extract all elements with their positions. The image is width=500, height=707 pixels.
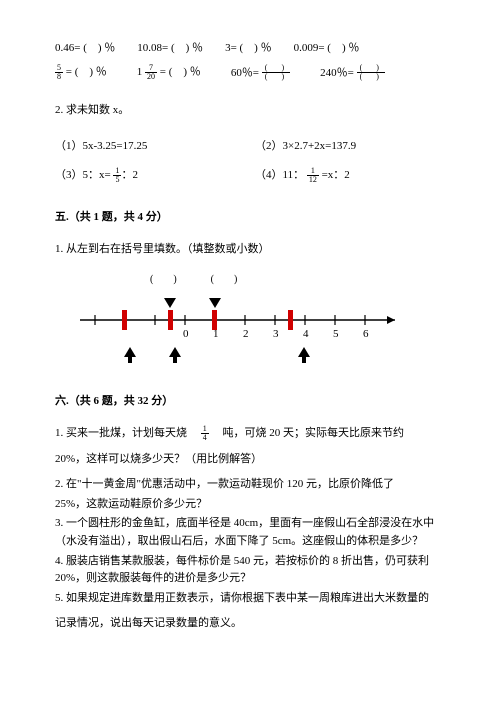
eq3: （3）5：x= 1 5 ：2 bbox=[55, 167, 245, 185]
s6q1-line2: 20%，这样可以烧多少天？（用比例解答） bbox=[55, 451, 445, 469]
r2c2: 1 7 20 = ( ) ％ bbox=[137, 64, 201, 83]
s6q5-line1: 5. 如果规定进库数量用正数表示，请你根据下表中某一周粮库进出大米数量的 bbox=[55, 590, 445, 608]
blank-frac2: ( ) ( ) bbox=[357, 64, 385, 83]
svg-text:5: 5 bbox=[333, 328, 339, 340]
frac-1-4: 1 4 bbox=[201, 425, 209, 442]
s6q2-line1: 2. 在"十一黄金周"优惠活动中，一款运动鞋现价 120 元，比原价降低了 bbox=[55, 476, 445, 494]
r1c4: 0.009= ( ) ％ bbox=[294, 40, 360, 58]
arrow-bottom-3 bbox=[298, 347, 310, 370]
eq1: （1）5x-3.25=17.25 bbox=[55, 138, 245, 156]
r1c1: 0.46= ( ) ％ bbox=[55, 40, 115, 58]
s6q2-line2: 25%，这款运动鞋原价多少元？ bbox=[55, 496, 445, 514]
svg-text:0: 0 bbox=[183, 328, 189, 340]
s6q1-line1: 1. 买来一批煤，计划每天烧 1 4 吨，可烧 20 天；实际每天比原来节约 bbox=[55, 425, 445, 443]
svg-text:6: 6 bbox=[363, 328, 369, 340]
r2c1: 5 8 = ( ) ％ bbox=[55, 64, 107, 83]
question-2: 2. 求未知数 x。 bbox=[55, 102, 445, 120]
svg-text:1: 1 bbox=[213, 328, 219, 340]
s6q3: 3. 一个圆柱形的金鱼缸，底面半径是 40cm，里面有一座假山石全部浸没在水中（… bbox=[55, 515, 445, 550]
section-6-head: 六.（共 6 题，共 32 分） bbox=[55, 393, 445, 411]
number-line-diagram: ( ) ( ) 0 1 2 3 4 5 6 bbox=[75, 272, 445, 369]
s6q5-line2: 记录情况，说出每天记录数量的意义。 bbox=[55, 615, 445, 633]
frac-7-20: 7 20 bbox=[145, 64, 157, 81]
r2c3: 60％= ( ) ( ) bbox=[231, 64, 290, 83]
svg-text:3: 3 bbox=[273, 328, 279, 340]
section-5-q: 1. 从左到右在括号里填数。（填整数或小数） bbox=[55, 241, 445, 259]
s6q4: 4. 服装店销售某款服装，每件标价是 540 元，若按标价的 8 折出售，仍可获… bbox=[55, 553, 445, 588]
section-5-head: 五.（共 1 题，共 4 分） bbox=[55, 209, 445, 227]
blank-top-1: ( ) bbox=[150, 272, 177, 288]
blank-top-2: ( ) bbox=[211, 272, 238, 288]
eq4: （4）11： 1 12 =x：2 bbox=[255, 167, 445, 185]
r2c4: 240％= ( ) ( ) bbox=[320, 64, 385, 83]
number-line-svg: 0 1 2 3 4 5 6 bbox=[75, 290, 405, 340]
svg-text:4: 4 bbox=[303, 328, 309, 340]
r1c3: 3= ( ) ％ bbox=[225, 40, 272, 58]
eq2: （2）3×2.7+2x=137.9 bbox=[255, 138, 445, 156]
blank-frac: ( ) ( ) bbox=[262, 64, 290, 83]
arrow-bottom-2 bbox=[169, 347, 181, 370]
svg-text:2: 2 bbox=[243, 328, 249, 340]
arrow-bottom-1 bbox=[124, 347, 136, 370]
frac-5-8: 5 8 bbox=[55, 64, 63, 81]
frac-1-12: 1 12 bbox=[307, 167, 319, 184]
r1c2: 10.08= ( ) ％ bbox=[137, 40, 203, 58]
